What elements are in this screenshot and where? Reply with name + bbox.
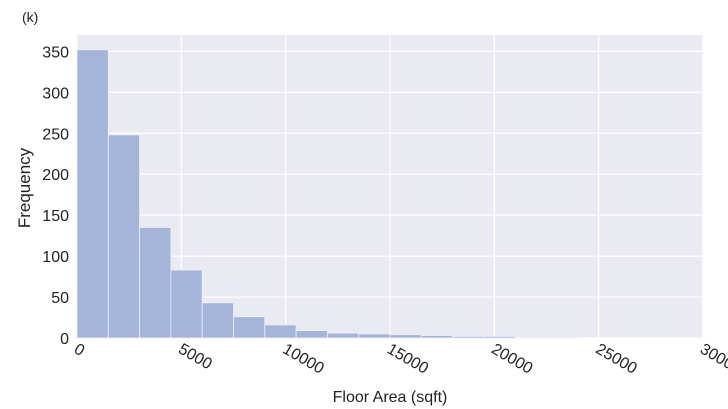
bar bbox=[514, 336, 547, 339]
bar bbox=[295, 330, 328, 339]
bar bbox=[358, 333, 391, 339]
bar bbox=[483, 335, 516, 339]
annotation: (k) bbox=[22, 9, 38, 25]
x-tick-label: 25000 bbox=[593, 341, 640, 378]
bar bbox=[201, 302, 234, 339]
bar bbox=[326, 332, 360, 339]
x-tick-label: 20000 bbox=[488, 341, 535, 378]
bar bbox=[389, 334, 422, 339]
bar bbox=[139, 227, 172, 339]
y-tick-label: 250 bbox=[42, 126, 69, 143]
bar bbox=[546, 336, 579, 339]
y-tick-label: 50 bbox=[51, 290, 69, 307]
bar bbox=[452, 335, 485, 339]
y-tick-label: 200 bbox=[42, 167, 69, 184]
bar bbox=[76, 49, 109, 339]
x-axis-label: Floor Area (sqft) bbox=[333, 389, 448, 406]
y-axis-label: Frequency bbox=[15, 147, 34, 228]
bar bbox=[233, 316, 266, 339]
y-tick-label: 300 bbox=[42, 85, 69, 102]
bar bbox=[170, 269, 203, 339]
x-tick-label: 30000 bbox=[697, 341, 728, 378]
bar bbox=[264, 324, 297, 339]
y-tick-label: 150 bbox=[42, 208, 69, 225]
y-tick-label: 100 bbox=[42, 249, 69, 266]
x-tick-label: 0 bbox=[71, 341, 87, 360]
x-tick-label: 15000 bbox=[384, 341, 431, 378]
y-tick-label: 0 bbox=[60, 331, 69, 348]
y-tick-label: 350 bbox=[42, 44, 69, 61]
x-tick-label: 10000 bbox=[280, 341, 327, 378]
x-tick-label: 5000 bbox=[175, 341, 214, 374]
bar bbox=[420, 335, 453, 339]
bar bbox=[107, 134, 141, 339]
